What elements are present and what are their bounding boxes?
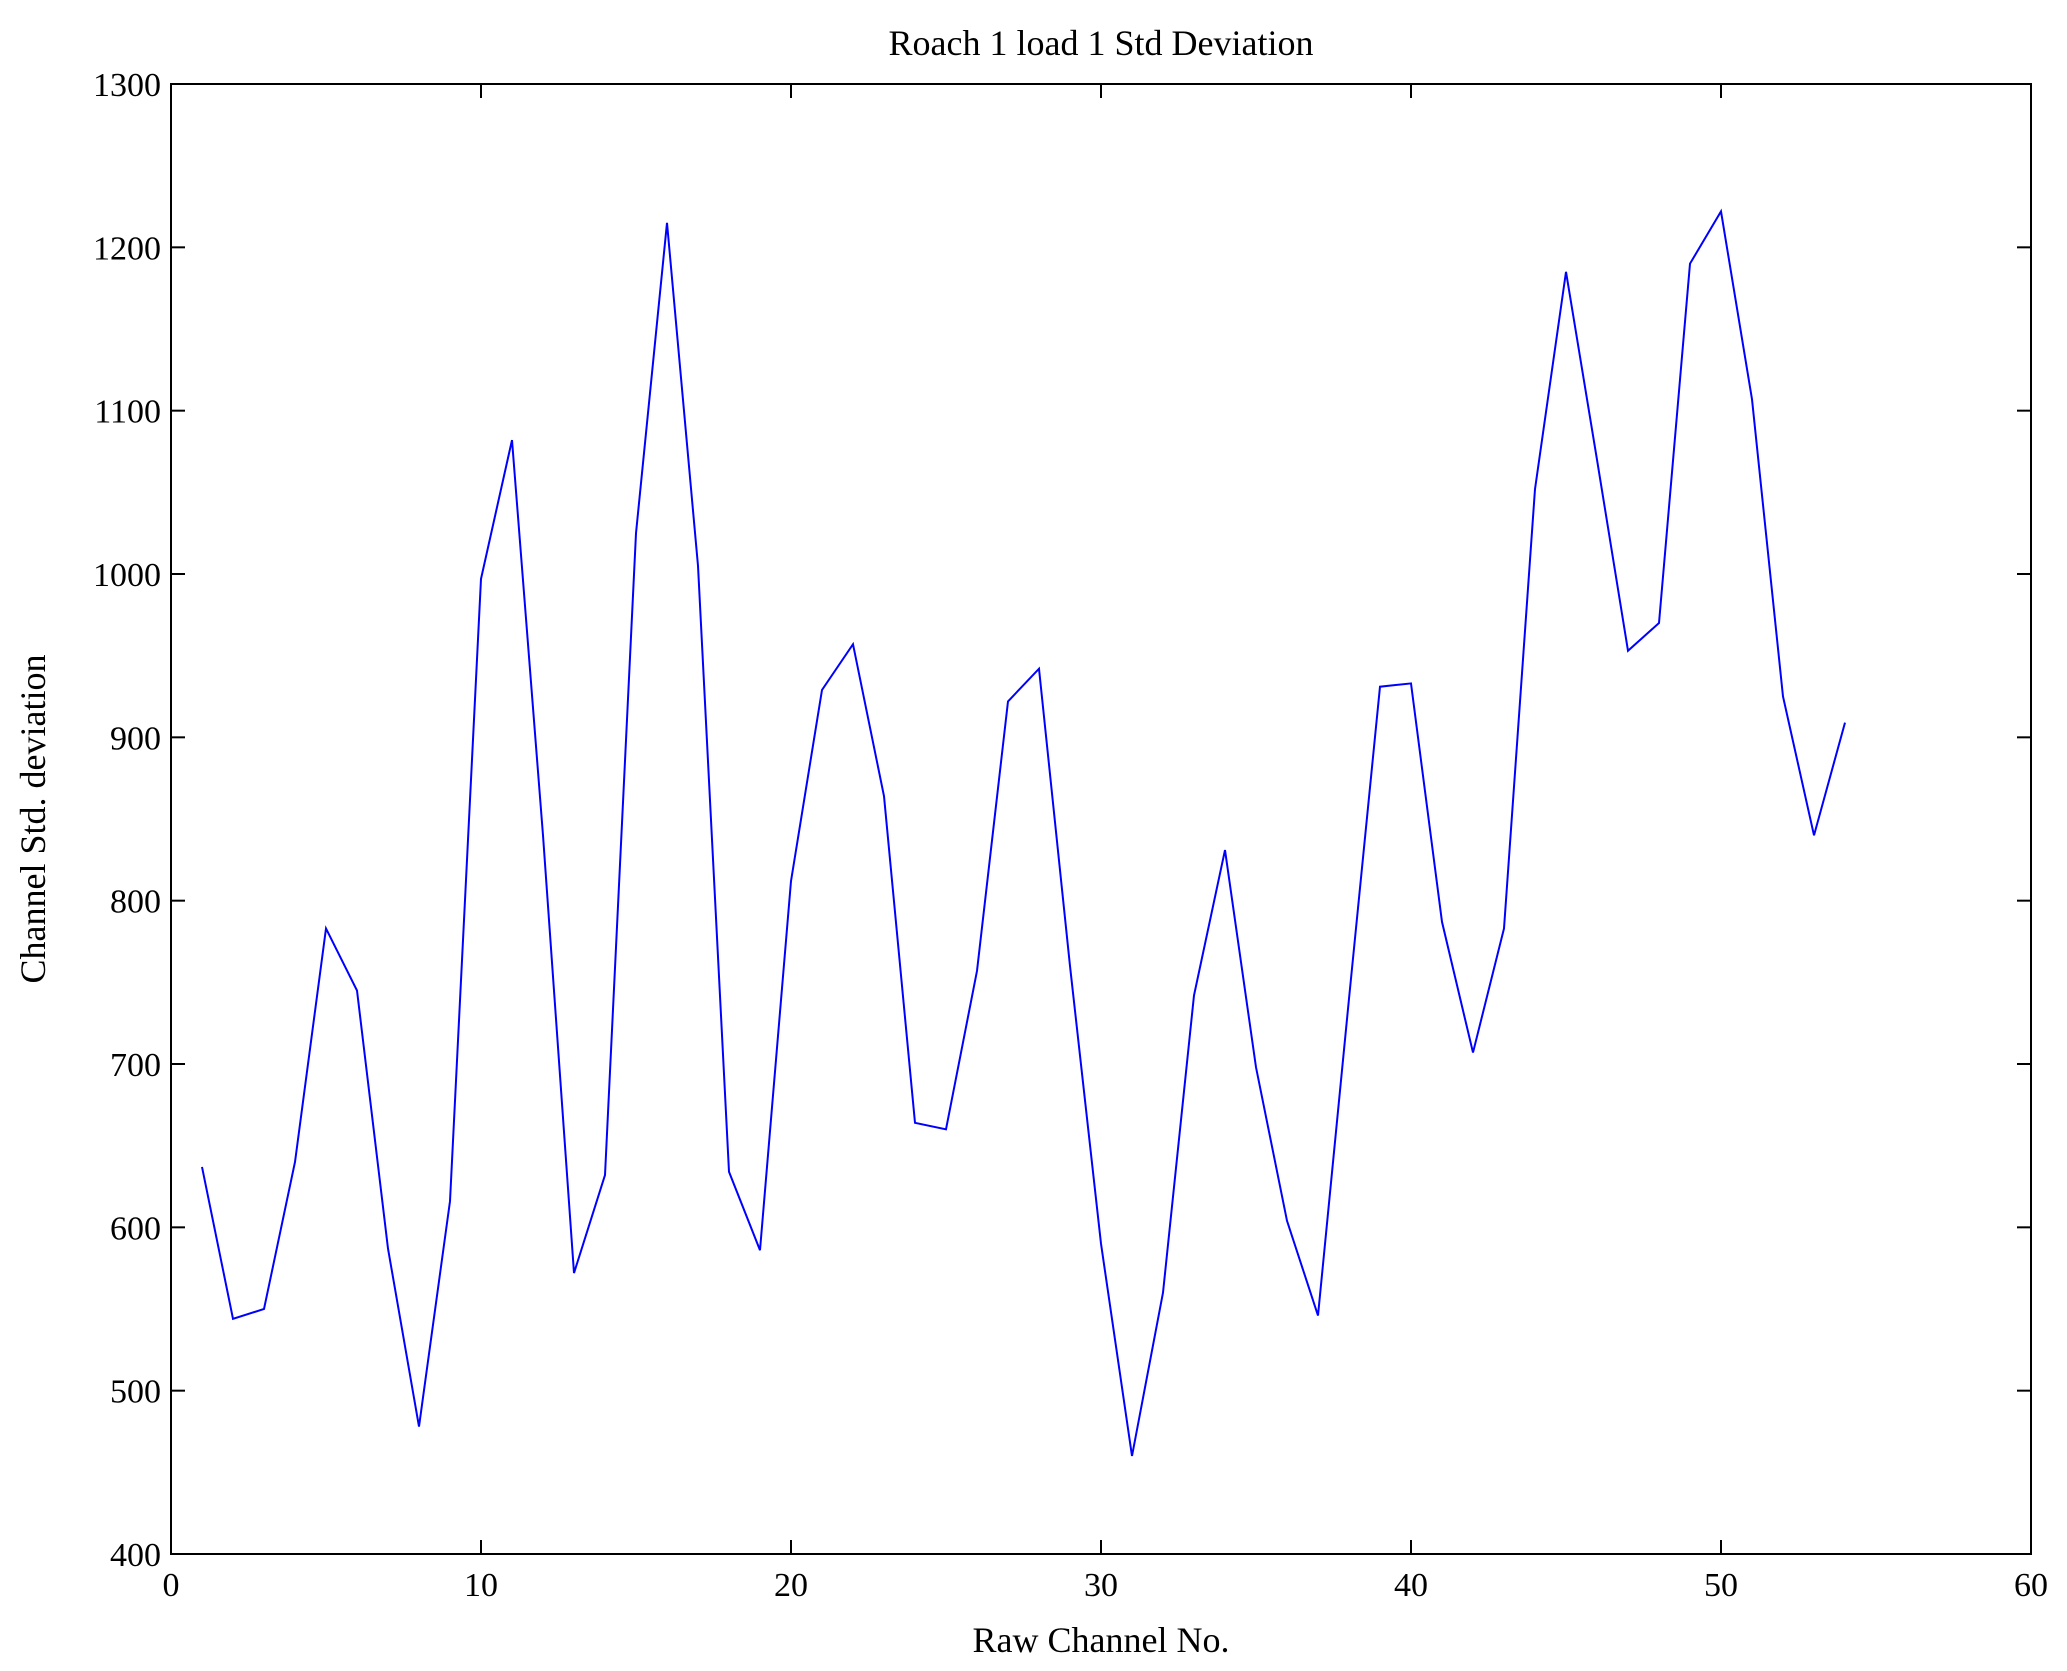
x-tick-label: 60	[2014, 1567, 2048, 1604]
x-tick-label: 0	[163, 1567, 180, 1604]
y-tick-label: 700	[110, 1047, 161, 1084]
y-tick-label: 800	[110, 884, 161, 921]
y-tick-label: 500	[110, 1374, 161, 1411]
y-tick-label: 1200	[93, 230, 161, 267]
plot-frame	[170, 83, 2032, 1555]
y-tick-label: 1100	[94, 394, 161, 431]
y-tick-label: 400	[110, 1537, 161, 1574]
chart-title: Roach 1 load 1 Std Deviation	[889, 23, 1314, 63]
y-tick-label: 1000	[93, 557, 161, 594]
x-tick-label: 10	[464, 1567, 498, 1604]
data-series-line	[201, 208, 1846, 1457]
x-axis-label: Raw Channel No.	[973, 1620, 1230, 1660]
x-tick-label: 50	[1704, 1567, 1738, 1604]
y-tick-label: 900	[110, 720, 161, 757]
x-tick-label: 40	[1394, 1567, 1428, 1604]
y-tick-label: 1300	[93, 67, 161, 104]
y-tick-label: 600	[110, 1210, 161, 1247]
x-tick-label: 30	[1084, 1567, 1118, 1604]
x-tick-label: 20	[774, 1567, 808, 1604]
y-axis-label: Channel Std. deviation	[13, 655, 53, 984]
